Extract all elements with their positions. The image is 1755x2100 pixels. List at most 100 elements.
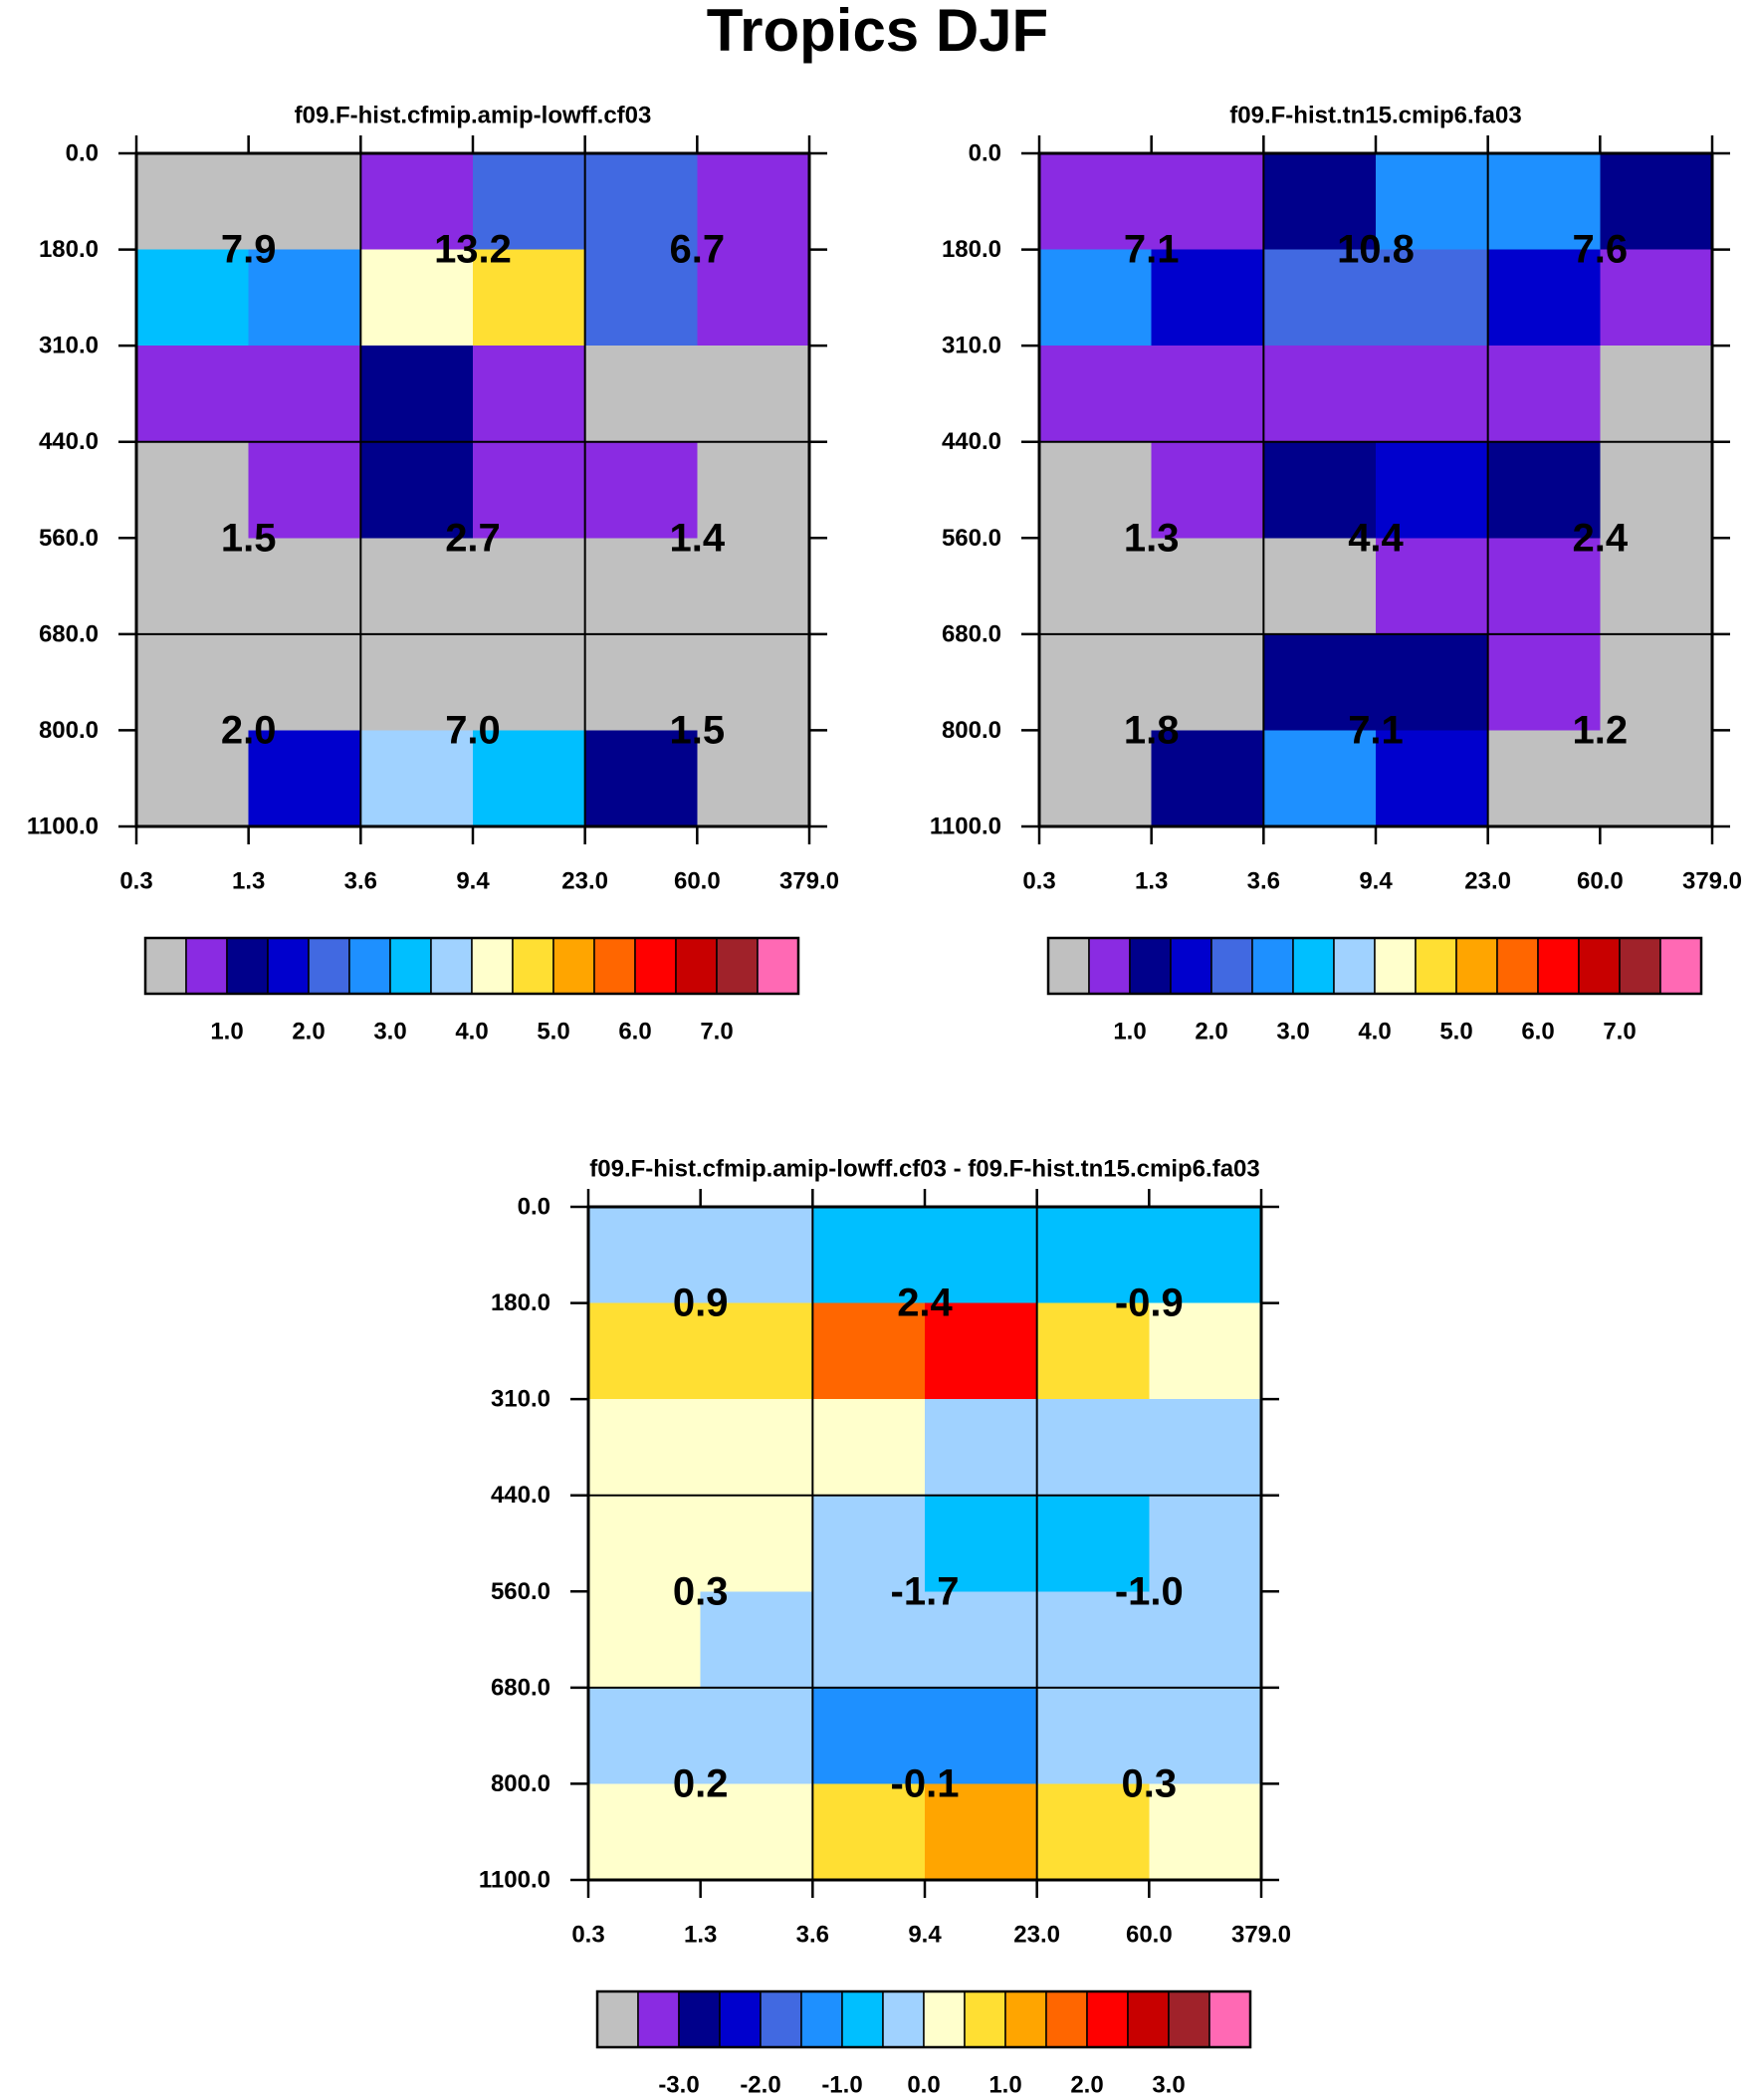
panel-title: f09.F-hist.cfmip.amip-lowff.cf03 - f09.F… xyxy=(589,1156,1259,1183)
heatmap-cell xyxy=(136,153,250,251)
heatmap-cell xyxy=(1263,346,1377,443)
x-tick-label: 23.0 xyxy=(1464,868,1511,895)
x-tick-label: 0.3 xyxy=(119,868,152,895)
y-tick-label: 180.0 xyxy=(491,1289,550,1316)
y-tick-label: 680.0 xyxy=(39,620,99,647)
heatmap-cell xyxy=(584,346,698,443)
colorbar-box xyxy=(757,937,799,995)
colorbar-box xyxy=(719,1990,762,2048)
heatmap-cell xyxy=(697,346,810,443)
heatmap-cell xyxy=(588,1399,702,1497)
heatmap-cell xyxy=(700,1495,813,1592)
colorbar-box xyxy=(185,937,228,995)
heatmap-cell xyxy=(1036,1687,1150,1784)
cell-value-label: 0.3 xyxy=(1122,1761,1178,1805)
colorbar-box xyxy=(637,1990,680,2048)
colorbar-box xyxy=(716,937,759,995)
y-tick-label: 180.0 xyxy=(942,236,1001,263)
colorbar-box xyxy=(348,937,391,995)
heatmap-cell xyxy=(1487,633,1601,731)
heatmap-cell xyxy=(584,249,698,347)
heatmap-cell xyxy=(1039,730,1153,827)
cell-value-label: -0.1 xyxy=(891,1761,960,1805)
colorbar-box xyxy=(308,937,350,995)
heatmap-cell xyxy=(360,633,474,731)
cell-value-label: 1.4 xyxy=(670,516,726,560)
colorbar-label: 1.0 xyxy=(988,2072,1021,2099)
x-tick-label: 0.3 xyxy=(571,1922,604,1949)
heatmap-cell xyxy=(1263,441,1377,539)
heatmap-cell xyxy=(1376,538,1489,635)
cell-value-label: 7.9 xyxy=(221,228,277,272)
cell-value-label: 7.1 xyxy=(1348,708,1404,752)
heatmap-cell xyxy=(697,633,810,731)
colorbar-box xyxy=(1292,937,1335,995)
heatmap-cell xyxy=(136,249,250,347)
heatmap-cell xyxy=(925,1207,1038,1304)
colorbar-label: 4.0 xyxy=(1358,1019,1391,1046)
heatmap-cell xyxy=(925,1783,1038,1881)
heatmap-cell xyxy=(812,1399,926,1497)
colorbar-1: 1.0 2.0 3.0 4.0 5.0 6.0 7.0 xyxy=(143,936,800,1046)
heatmap-cell xyxy=(360,153,474,251)
heatmap-cell xyxy=(1600,441,1713,539)
x-tick-label: 23.0 xyxy=(1013,1922,1060,1949)
heatmap-cell xyxy=(1376,346,1489,443)
colorbar-frame xyxy=(595,1989,1252,2049)
colorbar-box xyxy=(512,937,554,995)
y-tick-label: 1100.0 xyxy=(27,814,99,840)
colorbar-box xyxy=(678,1990,721,2048)
heatmap-cell xyxy=(697,249,810,347)
colorbar-box xyxy=(1659,937,1702,995)
colorbar-box xyxy=(1374,937,1417,995)
heatmap-cell xyxy=(248,153,361,251)
heatmap-cell xyxy=(925,1591,1038,1689)
colorbar-label: -2.0 xyxy=(740,2072,780,2099)
y-tick-label: 0.0 xyxy=(969,140,1001,167)
cell-value-label: 1.3 xyxy=(1124,516,1180,560)
heatmap-cell xyxy=(584,538,698,635)
y-tick-label: 440.0 xyxy=(491,1482,550,1509)
colorbar-box xyxy=(760,1990,802,2048)
x-tick-label: 3.6 xyxy=(796,1922,829,1949)
colorbar-box xyxy=(882,1990,925,2048)
panel-title: f09.F-hist.tn15.cmip6.fa03 xyxy=(1229,103,1521,129)
colorbar-box xyxy=(144,937,187,995)
x-tick-label: 3.6 xyxy=(1247,868,1280,895)
x-tick-label: 379.0 xyxy=(1682,868,1742,895)
x-tick-label: 9.4 xyxy=(456,868,490,895)
heatmap-cell xyxy=(1600,153,1713,251)
cell-value-label: 1.5 xyxy=(221,516,277,560)
heatmap-cell xyxy=(473,441,586,539)
heatmap-cell xyxy=(700,1783,813,1881)
x-tick-label: 60.0 xyxy=(1577,868,1624,895)
colorbar-box xyxy=(1168,1990,1210,2048)
colorbar-box xyxy=(1208,1990,1251,2048)
colorbar-label: 5.0 xyxy=(537,1019,569,1046)
heatmap-cell xyxy=(1487,730,1601,827)
colorbar-box xyxy=(1129,937,1172,995)
colorbar-label: 6.0 xyxy=(1521,1019,1554,1046)
heatmap-cell xyxy=(1263,249,1377,347)
heatmap-cell xyxy=(1600,249,1713,347)
colorbar-box xyxy=(1496,937,1539,995)
heatmap-cell xyxy=(1376,730,1489,827)
colorbar-label: 7.0 xyxy=(1603,1019,1636,1046)
heatmap-cell xyxy=(812,1495,926,1592)
heatmap-cell xyxy=(1039,441,1153,539)
colorbar-box xyxy=(1333,937,1376,995)
heatmap-cell xyxy=(1036,1591,1150,1689)
heatmap-cell xyxy=(360,249,474,347)
cell-value-label: 2.4 xyxy=(897,1282,953,1325)
heatmap-cell xyxy=(584,633,698,731)
y-tick-label: 0.0 xyxy=(518,1194,550,1221)
heatmap-cell xyxy=(1376,249,1489,347)
heatmap-cell xyxy=(1151,249,1264,347)
heatmap-cell xyxy=(473,633,586,731)
heatmap-cell xyxy=(700,1687,813,1784)
heatmap-cell xyxy=(1376,633,1489,731)
heatmap-cell xyxy=(697,153,810,251)
heatmap-cell xyxy=(136,441,250,539)
y-tick-label: 440.0 xyxy=(39,428,99,455)
